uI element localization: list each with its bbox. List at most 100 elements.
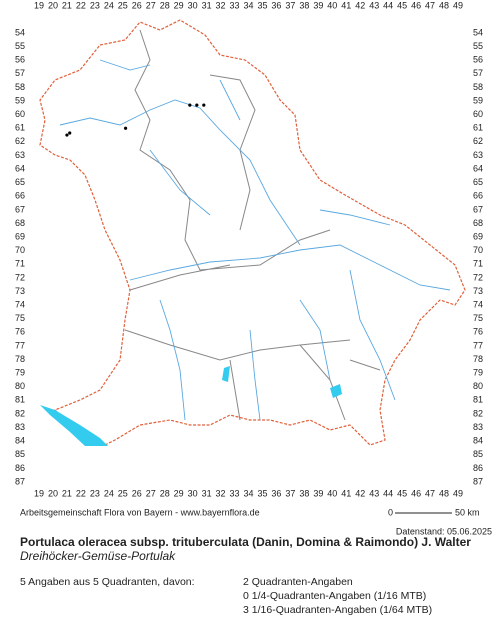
detail: 0 1/4-Quadranten-Angaben (1/16 MTB) (243, 590, 426, 602)
column-label: 26 (132, 0, 142, 10)
column-label: 49 (453, 0, 463, 10)
column-label: 32 (216, 488, 226, 498)
row-label: 84 (473, 436, 483, 446)
row-label: 71 (15, 259, 25, 269)
title: Portulaca oleracea subsp. trituberculata… (20, 535, 471, 549)
row-label: 59 (15, 95, 25, 105)
row-label: 56 (15, 55, 25, 65)
column-label: 27 (146, 0, 156, 10)
column-label: 45 (397, 0, 407, 10)
column-label: 40 (327, 488, 337, 498)
row-label: 55 (473, 41, 483, 51)
column-label: 47 (425, 488, 435, 498)
rivers (59, 59, 451, 421)
column-label: 28 (160, 488, 170, 498)
row-label: 69 (473, 231, 483, 241)
column-label: 33 (230, 488, 240, 498)
column-label: 42 (355, 488, 365, 498)
row-label: 60 (473, 109, 483, 119)
column-label: 38 (299, 488, 309, 498)
column-label: 41 (341, 0, 351, 10)
row-label: 79 (15, 368, 25, 378)
row-label: 70 (473, 245, 483, 255)
column-label: 31 (202, 0, 212, 10)
row-label: 78 (473, 354, 483, 364)
column-label: 43 (369, 488, 379, 498)
column-label: 24 (104, 488, 114, 498)
column-label: 36 (271, 488, 281, 498)
date: Datenstand: 05.06.2025 (396, 526, 492, 536)
row-label: 86 (473, 463, 483, 473)
district-borders (124, 29, 381, 421)
row-label: 87 (473, 476, 483, 486)
column-label: 39 (313, 488, 323, 498)
column-label: 19 (34, 488, 44, 498)
row-label: 77 (473, 340, 483, 350)
row-label: 64 (473, 163, 483, 173)
row-label: 80 (473, 381, 483, 391)
column-label: 30 (188, 0, 198, 10)
row-label: 54 (473, 27, 483, 37)
occurrence-dot (188, 103, 192, 107)
column-label: 46 (411, 0, 421, 10)
row-label: 77 (15, 340, 25, 350)
column-label: 44 (383, 488, 393, 498)
occurrence-dot (195, 103, 199, 107)
lake-constance (40, 405, 108, 446)
row-label: 72 (473, 272, 483, 282)
row-label: 63 (473, 150, 483, 160)
detail: 2 Quadranten-Angaben (243, 576, 353, 588)
row-label: 85 (473, 449, 483, 459)
row-label: 65 (15, 177, 25, 187)
subtitle: Dreihöcker-Gemüse-Portulak (20, 549, 176, 563)
row-label: 74 (473, 299, 483, 309)
row-label: 66 (15, 191, 25, 201)
column-label: 38 (299, 0, 309, 10)
row-label: 54 (15, 27, 25, 37)
column-label: 21 (62, 488, 72, 498)
scale-end: 50 km (455, 507, 480, 517)
row-label: 82 (15, 408, 25, 418)
row-label: 64 (15, 163, 25, 173)
lake (330, 384, 342, 398)
column-label: 37 (285, 488, 295, 498)
row-label: 71 (473, 259, 483, 269)
column-label: 42 (355, 0, 365, 10)
lake (222, 366, 230, 382)
row-label: 83 (473, 422, 483, 432)
column-label: 48 (439, 488, 449, 498)
column-label: 24 (104, 0, 114, 10)
row-label: 58 (15, 82, 25, 92)
column-label: 43 (369, 0, 379, 10)
row-label: 87 (15, 476, 25, 486)
row-label: 80 (15, 381, 25, 391)
column-label: 26 (132, 488, 142, 498)
detail: 3 1/16-Quadranten-Angaben (1/64 MTB) (243, 604, 432, 616)
row-label: 68 (473, 218, 483, 228)
row-label: 81 (473, 395, 483, 405)
row-label: 61 (473, 123, 483, 133)
state-border (39, 19, 466, 446)
row-label: 78 (15, 354, 25, 364)
row-label: 85 (15, 449, 25, 459)
column-label: 29 (174, 488, 184, 498)
row-label: 76 (15, 327, 25, 337)
column-label: 30 (188, 488, 198, 498)
row-label: 84 (15, 436, 25, 446)
column-label: 35 (257, 488, 267, 498)
column-label: 31 (202, 488, 212, 498)
credit: Arbeitsgemeinschaft Flora von Bayern - w… (20, 507, 260, 517)
column-label: 32 (216, 0, 226, 10)
row-label: 75 (15, 313, 25, 323)
column-label: 45 (397, 488, 407, 498)
row-label: 56 (473, 55, 483, 65)
row-label: 67 (473, 204, 483, 214)
column-label: 34 (243, 0, 253, 10)
column-label: 28 (160, 0, 170, 10)
row-label: 74 (15, 299, 25, 309)
column-label: 48 (439, 0, 449, 10)
row-label: 73 (473, 286, 483, 296)
row-label: 75 (473, 313, 483, 323)
